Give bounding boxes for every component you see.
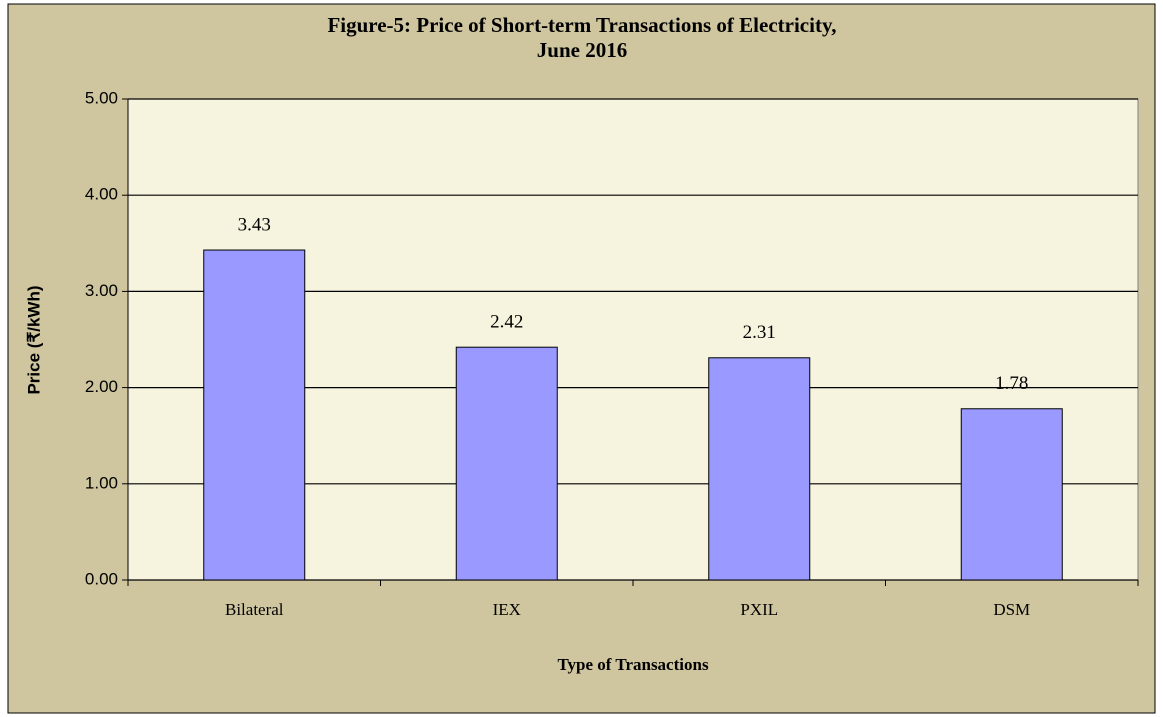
data-label: 2.42 [490,312,523,333]
bar [455,346,558,581]
y-tick-label: 3.00 [85,281,118,300]
y-tick-label: 4.00 [85,185,118,204]
bar [708,357,811,581]
data-label: 3.43 [238,214,271,235]
data-label: 2.31 [743,322,776,343]
x-tick-label: DSM [993,600,1030,619]
data-label: 1.78 [995,373,1028,394]
chart-title: Figure-5: Price of Short-term Transactio… [327,13,836,37]
y-tick-label: 5.00 [85,88,118,107]
x-axis-label: Type of Transactions [557,655,709,674]
y-axis-label: Price (₹/kWh) [24,285,43,394]
x-tick-label: PXIL [740,600,778,619]
x-tick-label: Bilateral [225,600,284,619]
x-tick-label: IEX [493,600,521,619]
y-tick-label: 2.00 [85,377,118,396]
bar [203,249,306,581]
y-tick-label: 0.00 [85,569,118,588]
bar [960,408,1063,581]
y-tick-label: 1.00 [85,473,118,492]
chart-title: June 2016 [537,38,627,62]
